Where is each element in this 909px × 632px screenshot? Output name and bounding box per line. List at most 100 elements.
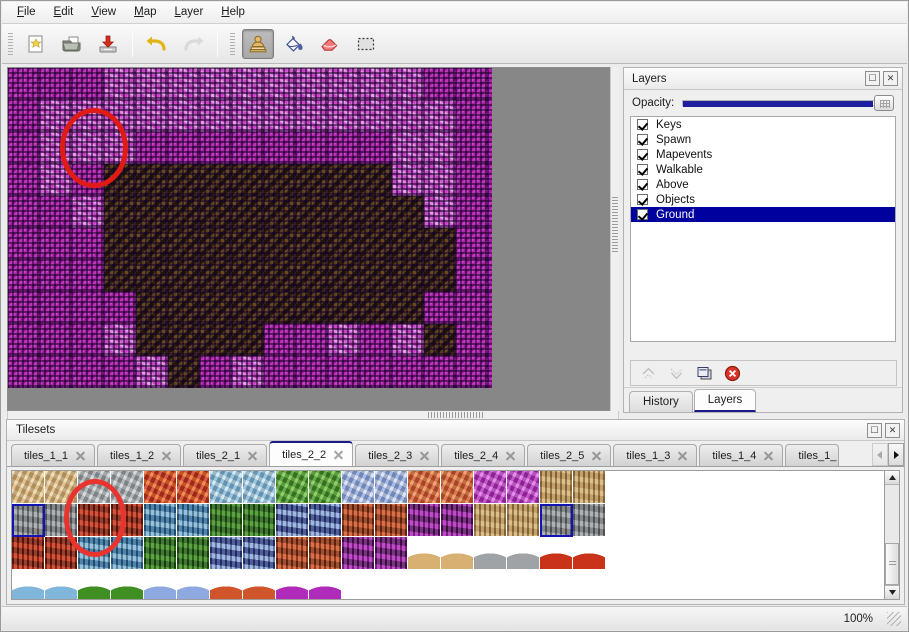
map-tile-light-rock[interactable] (328, 68, 360, 100)
tileset-tile-grid[interactable] (12, 471, 606, 599)
layer-visibility-checkbox[interactable] (637, 164, 648, 175)
palette-tile[interactable] (144, 504, 177, 537)
undock-icon[interactable]: ☐ (867, 422, 882, 438)
palette-tile[interactable] (45, 537, 78, 570)
tileset-tab-tiles_1_[interactable]: tiles_1_ (785, 444, 840, 466)
map-tile-dirt[interactable] (264, 164, 296, 196)
map-tile-dirt[interactable] (328, 196, 360, 228)
map-tile-magenta[interactable] (40, 196, 72, 228)
map-tile-light-rock[interactable] (104, 132, 136, 164)
layer-visibility-checkbox[interactable] (637, 209, 648, 220)
scroll-up-button[interactable] (885, 471, 899, 485)
map-tile-dirt[interactable] (232, 292, 264, 324)
map-tile-light-rock[interactable] (296, 68, 328, 100)
map-tile-dirt[interactable] (296, 228, 328, 260)
palette-tile[interactable] (177, 570, 210, 599)
map-tile-dirt[interactable] (104, 196, 136, 228)
layer-visibility-checkbox[interactable] (637, 194, 648, 205)
palette-tile[interactable] (210, 504, 243, 537)
palette-tile[interactable] (111, 471, 144, 504)
map-tile-light-rock[interactable] (264, 100, 296, 132)
map-tile-dirt[interactable] (200, 196, 232, 228)
map-tile-magenta[interactable] (8, 164, 40, 196)
map-tile-magenta[interactable] (8, 324, 40, 356)
dock-tab-history[interactable]: History (629, 391, 693, 412)
map-canvas-viewport[interactable] (7, 67, 619, 411)
map-tile-dirt[interactable] (168, 260, 200, 292)
map-tile-dirt[interactable] (360, 196, 392, 228)
map-tile-light-rock[interactable] (392, 132, 424, 164)
map-tile-dirt[interactable] (232, 164, 264, 196)
map-tile-magenta[interactable] (72, 356, 104, 388)
map-tile-light-rock[interactable] (104, 100, 136, 132)
map-tile-light-rock[interactable] (392, 324, 424, 356)
map-tile-dirt[interactable] (200, 228, 232, 260)
map-tile-magenta[interactable] (8, 132, 40, 164)
tileset-tab-scroll-left-button[interactable] (872, 443, 888, 466)
map-tile-magenta[interactable] (136, 132, 168, 164)
layer-row[interactable]: Above (631, 177, 895, 192)
map-tile-light-rock[interactable] (328, 100, 360, 132)
map-tile-magenta[interactable] (456, 292, 488, 324)
window-resize-grip[interactable] (887, 611, 901, 626)
palette-tile[interactable] (573, 504, 606, 537)
duplicate-layer-button[interactable] (695, 364, 713, 382)
map-tile-magenta[interactable] (264, 356, 296, 388)
palette-tile[interactable] (540, 537, 573, 570)
map-tile-dirt[interactable] (136, 260, 168, 292)
map-tile-magenta[interactable] (328, 356, 360, 388)
map-tile-light-rock[interactable] (136, 356, 168, 388)
map-tile-light-rock[interactable] (72, 196, 104, 228)
map-tile-magenta[interactable] (456, 356, 488, 388)
map-tile-dirt[interactable] (328, 164, 360, 196)
map-tile-dirt[interactable] (168, 228, 200, 260)
palette-tile[interactable] (210, 471, 243, 504)
palette-tile[interactable] (78, 504, 111, 537)
map-tile-magenta[interactable] (104, 356, 136, 388)
palette-tile[interactable] (408, 471, 441, 504)
map-tile-magenta[interactable] (360, 324, 392, 356)
palette-tile[interactable] (375, 471, 408, 504)
palette-tile[interactable] (111, 537, 144, 570)
palette-tile[interactable] (243, 471, 276, 504)
map-tile-light-rock[interactable] (424, 100, 456, 132)
map-tile-light-rock[interactable] (392, 164, 424, 196)
palette-tile[interactable] (573, 471, 606, 504)
palette-tile[interactable] (45, 471, 78, 504)
map-tile-dirt[interactable] (168, 324, 200, 356)
map-tile-light-rock[interactable] (360, 100, 392, 132)
map-hscroll-thumb[interactable] (428, 412, 484, 418)
palette-tile[interactable] (276, 504, 309, 537)
map-tile-light-rock[interactable] (296, 100, 328, 132)
map-tile-magenta[interactable] (360, 132, 392, 164)
map-tile-magenta[interactable] (72, 164, 104, 196)
map-tile-magenta[interactable] (424, 68, 456, 100)
palette-tile[interactable] (342, 537, 375, 570)
map-tile-dirt[interactable] (296, 292, 328, 324)
tileset-tab-tiles_2_1[interactable]: tiles_2_1 (183, 444, 268, 466)
tileset-tab-scroll-right-button[interactable] (888, 443, 904, 466)
map-tile-dirt[interactable] (232, 196, 264, 228)
layer-visibility-checkbox[interactable] (637, 134, 648, 145)
map-vertical-scrollbar[interactable] (610, 67, 619, 411)
palette-tile[interactable] (144, 537, 177, 570)
map-tile-magenta[interactable] (40, 68, 72, 100)
tileset-tab-tiles_2_2[interactable]: tiles_2_2 (269, 441, 354, 466)
map-tile-dirt[interactable] (296, 196, 328, 228)
map-tile-magenta[interactable] (456, 132, 488, 164)
map-tile-dirt[interactable] (200, 292, 232, 324)
map-tile-dirt[interactable] (264, 196, 296, 228)
map-tile-dirt[interactable] (232, 260, 264, 292)
map-tile-dirt[interactable] (424, 228, 456, 260)
close-icon[interactable]: ✕ (883, 71, 898, 86)
map-tile-light-rock[interactable] (72, 100, 104, 132)
tileset-vertical-scrollbar[interactable] (884, 470, 900, 600)
map-tile-magenta[interactable] (8, 228, 40, 260)
map-tile-magenta[interactable] (456, 68, 488, 100)
palette-tile[interactable] (276, 537, 309, 570)
map-tile-dirt[interactable] (136, 324, 168, 356)
palette-tile[interactable] (177, 504, 210, 537)
layer-row[interactable]: Spawn (631, 132, 895, 147)
menu-edit[interactable]: Edit (53, 6, 74, 18)
map-tile-dirt[interactable] (136, 196, 168, 228)
